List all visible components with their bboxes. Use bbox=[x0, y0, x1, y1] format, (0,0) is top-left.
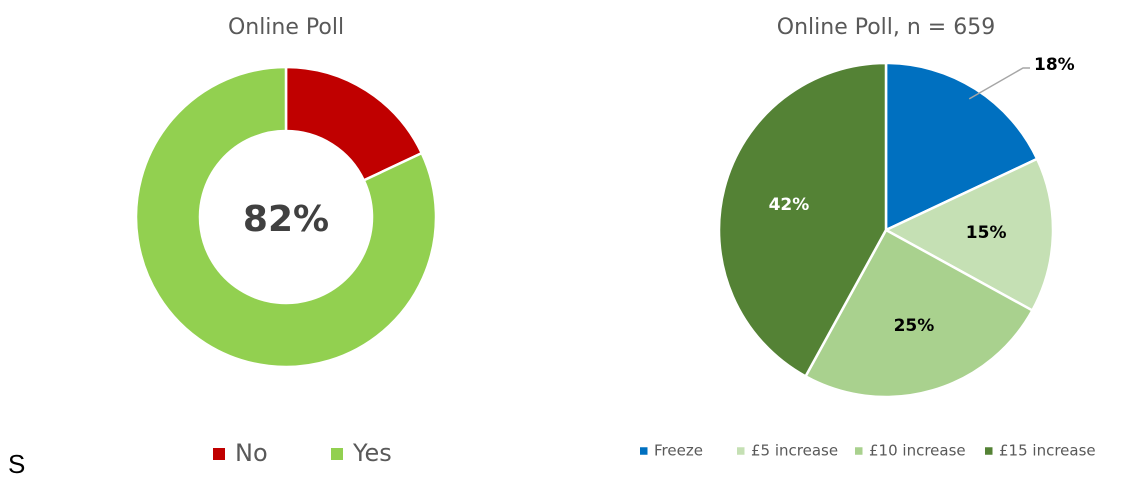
data-label: 25% bbox=[894, 316, 935, 336]
legend-label: Yes bbox=[352, 439, 392, 467]
chart-title: Online Poll bbox=[228, 15, 344, 40]
legend-label: Freeze bbox=[654, 442, 703, 460]
legend-swatch bbox=[985, 447, 993, 455]
legend-swatch bbox=[737, 447, 745, 455]
chart-title: Online Poll, n = 659 bbox=[777, 15, 995, 40]
data-label: 42% bbox=[769, 195, 810, 215]
legend-swatch bbox=[640, 447, 648, 455]
slice bbox=[883, 157, 1055, 313]
data-label: 15% bbox=[966, 223, 1007, 243]
legend-swatch bbox=[331, 448, 343, 460]
legend-swatch bbox=[855, 447, 863, 455]
slice bbox=[884, 61, 1039, 232]
data-label: 18% bbox=[1034, 55, 1075, 75]
legend-label: £10 increase bbox=[869, 442, 966, 460]
legend-label: £5 increase bbox=[751, 442, 838, 460]
center-label: 82% bbox=[243, 199, 329, 240]
leader-line bbox=[968, 67, 1030, 100]
legend-label: £15 increase bbox=[999, 442, 1096, 460]
slice bbox=[717, 61, 888, 379]
legend-swatch bbox=[213, 448, 225, 460]
legend-label: No bbox=[235, 439, 268, 467]
slice bbox=[803, 228, 1035, 399]
stray-text: S bbox=[8, 449, 25, 479]
slice bbox=[134, 65, 438, 369]
